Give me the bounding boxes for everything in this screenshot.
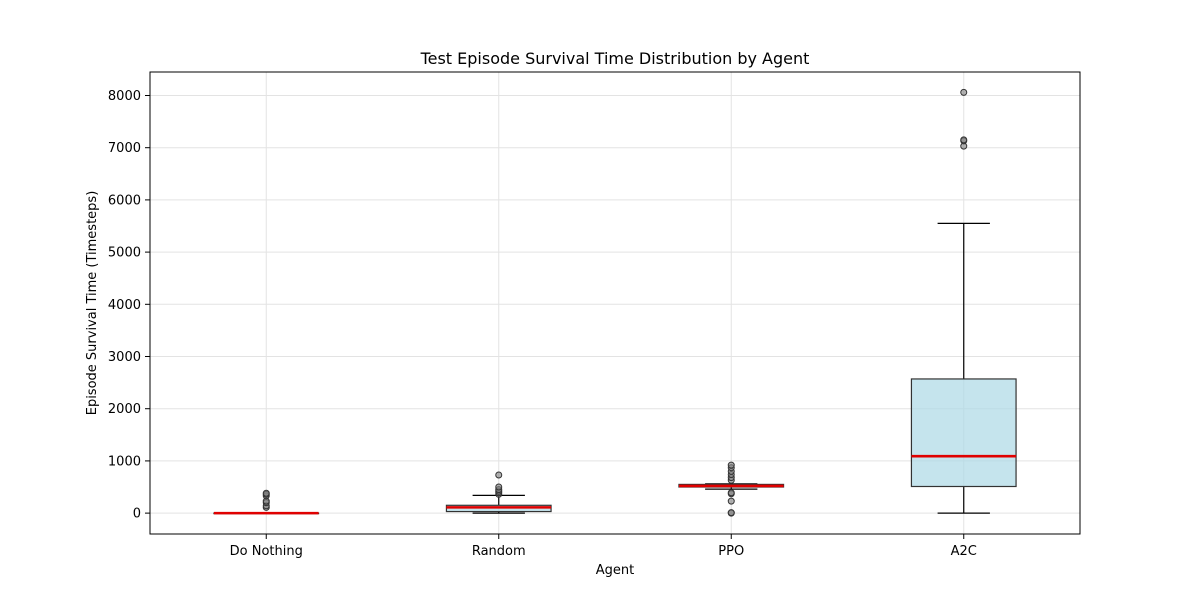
- y-tick-label: 1000: [108, 454, 141, 469]
- box-group: [678, 461, 785, 517]
- outlier-point: [727, 497, 735, 505]
- outlier-point: [495, 483, 503, 491]
- y-axis-label: Episode Survival Time (Timesteps): [85, 191, 100, 416]
- y-tick-label: 0: [133, 507, 141, 522]
- plot-frame: [149, 71, 1081, 535]
- box-group: [213, 489, 320, 515]
- outlier-point: [495, 471, 503, 479]
- x-tick-label: A2C: [951, 544, 977, 559]
- outlier-point: [727, 461, 735, 469]
- y-tick-label: 7000: [108, 141, 141, 156]
- box-iqr: [910, 378, 1017, 488]
- box-group: [910, 88, 1017, 514]
- box-group: [445, 471, 552, 514]
- y-tick-label: 4000: [108, 298, 141, 313]
- y-tick-label: 6000: [108, 193, 141, 208]
- boxes-layer: [213, 88, 1017, 517]
- y-tick-label: 3000: [108, 350, 141, 365]
- x-tick-label: PPO: [718, 544, 744, 559]
- y-tick-label: 8000: [108, 89, 141, 104]
- outlier-point: [262, 489, 270, 497]
- outlier-point: [960, 136, 968, 144]
- outlier-point: [960, 88, 968, 96]
- chart-title: Test Episode Survival Time Distribution …: [420, 49, 810, 68]
- y-tick-label: 2000: [108, 402, 141, 417]
- y-tick-label: 5000: [108, 246, 141, 261]
- x-axis-label: Agent: [596, 563, 634, 578]
- outlier-point: [727, 489, 735, 497]
- x-tick-label: Do Nothing: [230, 544, 303, 559]
- x-ticks: Do Nothing Random PPO A2C: [230, 534, 977, 559]
- outlier-point: [727, 509, 735, 517]
- x-tick-label: Random: [472, 544, 526, 559]
- y-ticks: 0 1000 2000 3000 4000 5000 6000 7000 8000: [108, 89, 150, 522]
